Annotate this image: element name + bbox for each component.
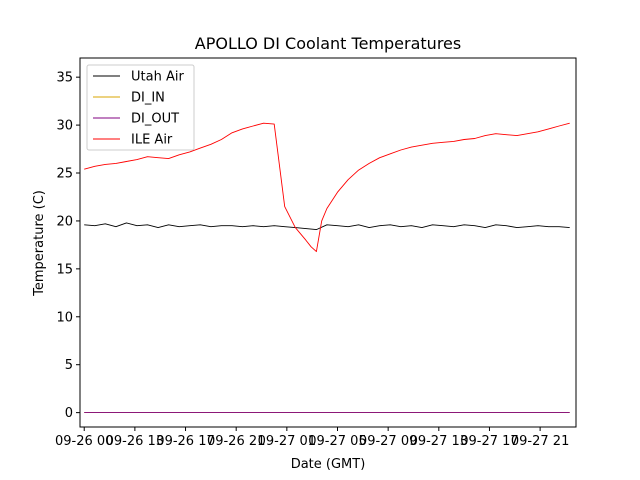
x-tick-label: 09-27 01 [258, 434, 316, 449]
legend-label: ILE Air [131, 133, 173, 148]
x-tick-label: 09-27 05 [308, 434, 366, 449]
plot-frame [79, 57, 577, 428]
legend-label: DI_IN [131, 91, 165, 106]
x-tick-label: 09-27 09 [359, 434, 417, 449]
y-tick-label: 20 [56, 214, 73, 229]
x-tick-label: 09-26 17 [156, 434, 214, 449]
x-tick-label: 09-26 13 [106, 434, 164, 449]
y-axis: 0 5 10 15 20 25 30 35 [56, 71, 80, 421]
x-tick-label: 09-26 00 [55, 434, 113, 449]
y-tick-label: 30 [56, 119, 73, 134]
y-tick-label: 5 [65, 358, 73, 373]
y-axis-label: Temperature (C) [32, 190, 47, 297]
x-tick-label: 09-27 17 [460, 434, 518, 449]
legend-label: DI_OUT [131, 112, 179, 127]
x-tick-label: 09-27 21 [511, 434, 569, 449]
legend-label: Utah Air [131, 70, 184, 85]
series-line-ile-air [84, 122, 570, 253]
x-tick-label: 09-27 13 [410, 434, 468, 449]
y-tick-label: 35 [56, 71, 73, 86]
legend-frame [86, 64, 195, 151]
legend: Utah Air DI_IN DI_OUT ILE Air [86, 64, 195, 151]
y-tick-label: 10 [56, 310, 73, 325]
chart-title: APOLLO DI Coolant Temperatures [195, 34, 461, 53]
y-tick-label: 0 [65, 406, 73, 421]
y-tick-label: 15 [56, 262, 73, 277]
series-line-utah-air [84, 222, 570, 231]
series-layer [84, 122, 570, 414]
y-tick-label: 25 [56, 167, 73, 182]
x-axis-label: Date (GMT) [291, 457, 366, 472]
x-tick-label: 09-26 21 [207, 434, 265, 449]
